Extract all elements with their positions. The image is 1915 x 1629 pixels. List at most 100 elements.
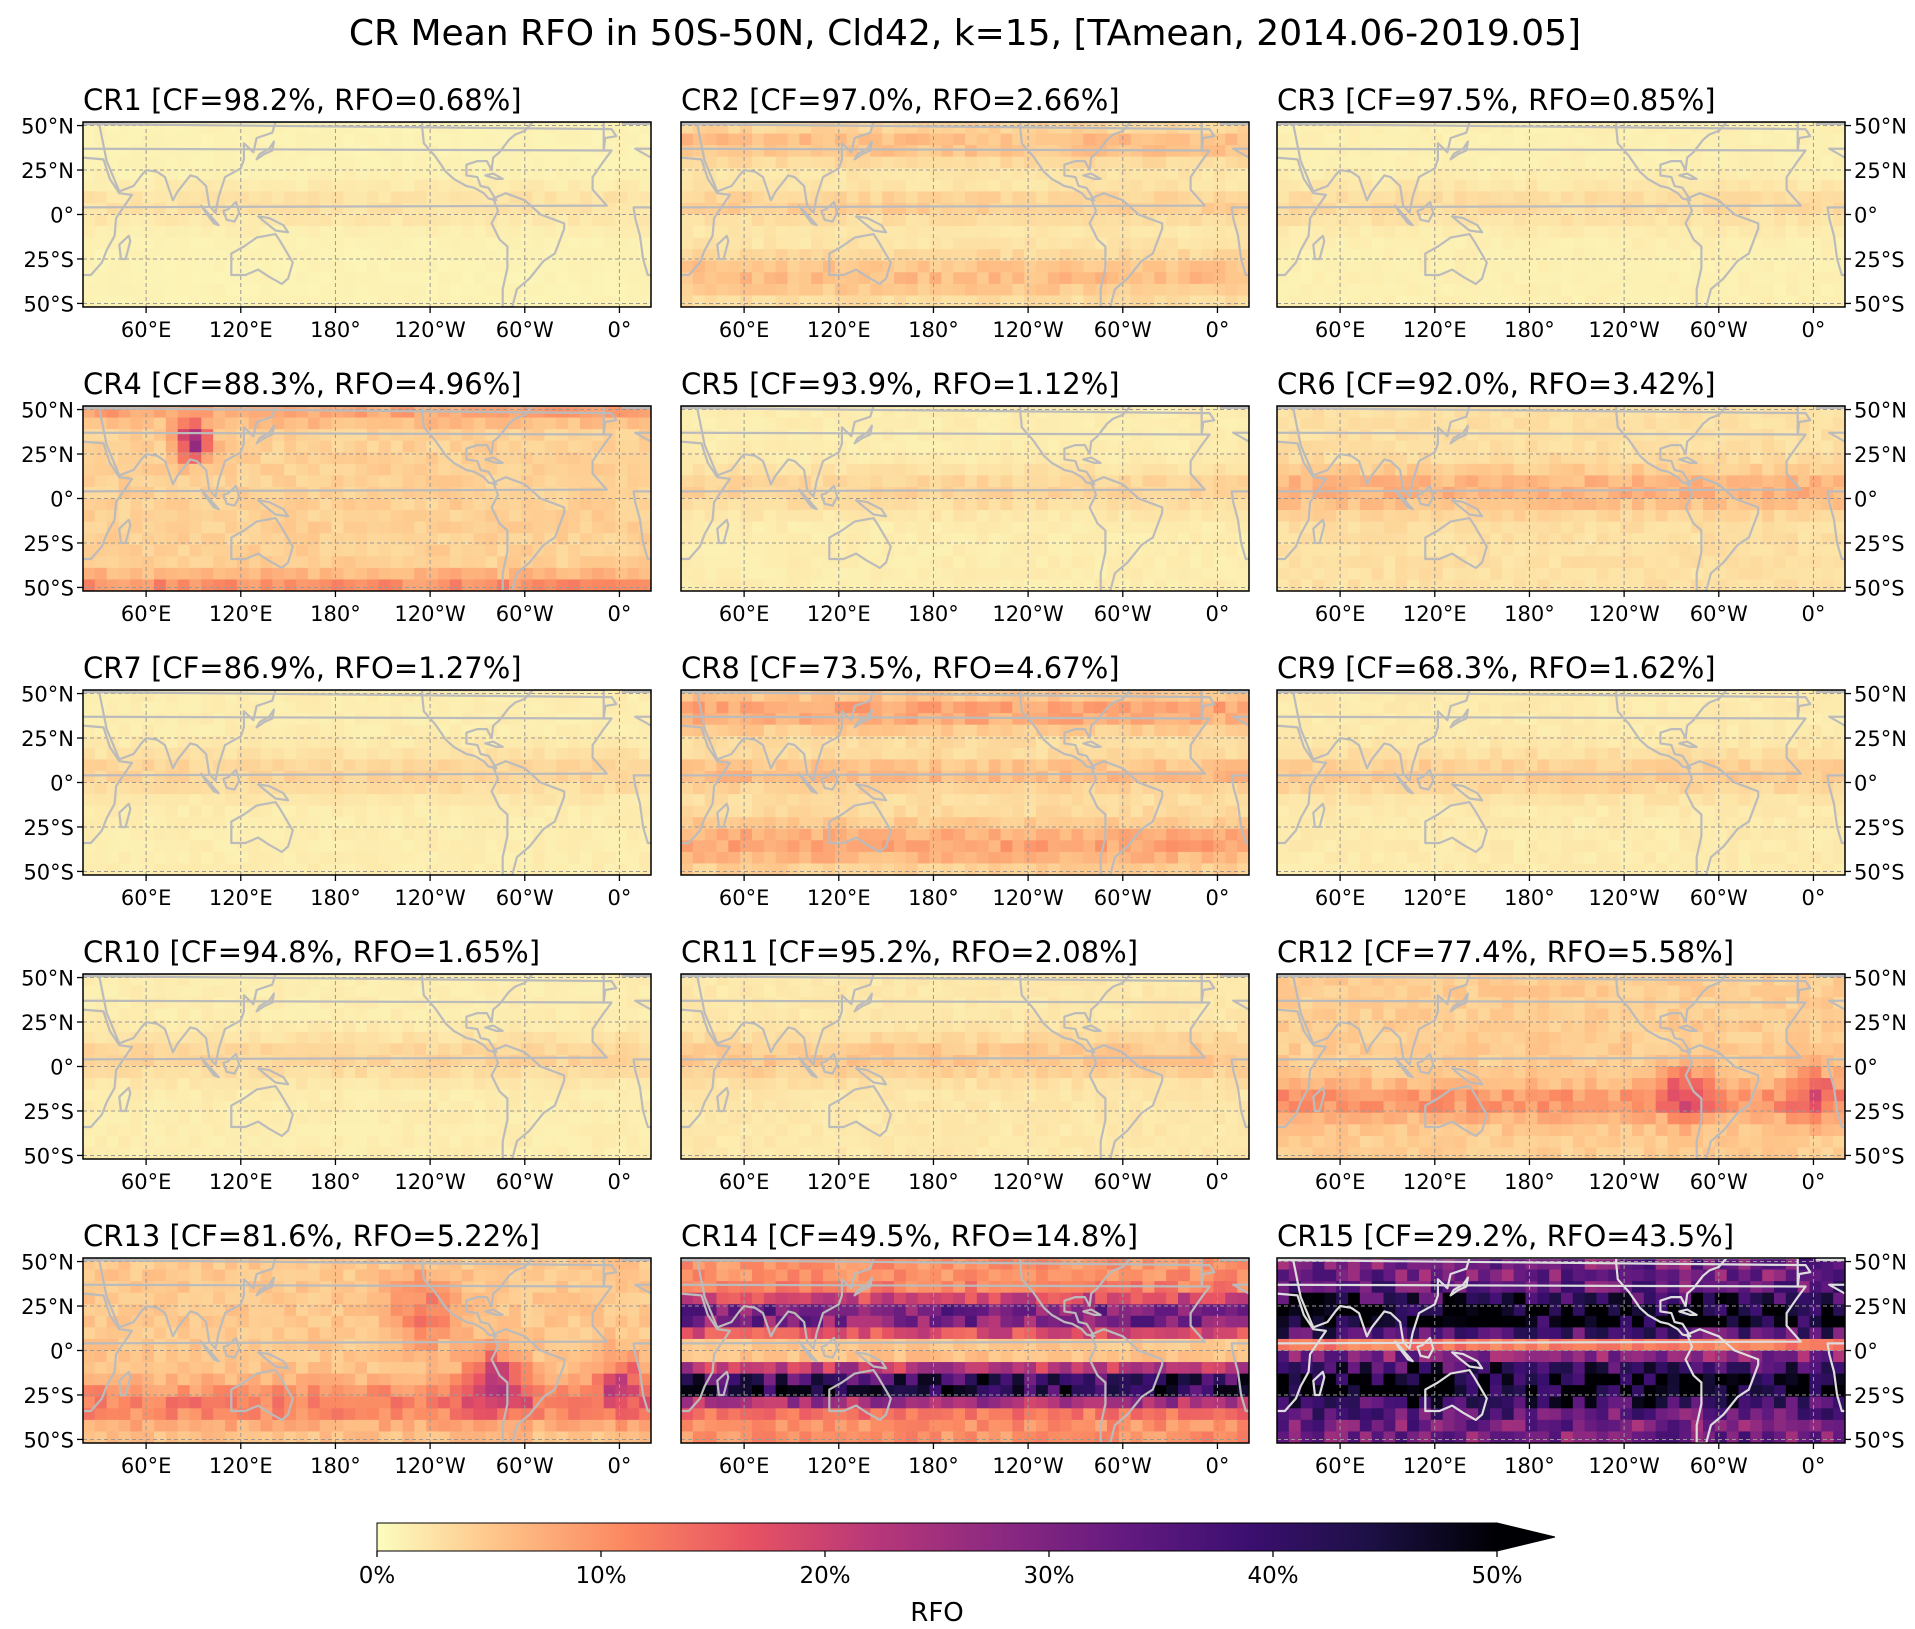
heatmap-cell: [1312, 486, 1325, 500]
heatmap-cell: [449, 521, 463, 534]
heatmap-cell: [1277, 486, 1290, 500]
heatmap-cell: [941, 567, 954, 581]
heatmap-cell: [307, 295, 321, 307]
heatmap-cell: [1288, 417, 1302, 430]
heatmap-cell: [1703, 533, 1716, 546]
heatmap-cell: [509, 226, 522, 239]
heatmap-cell: [905, 272, 919, 285]
heatmap-cell: [627, 237, 640, 250]
heatmap-cell: [1288, 556, 1302, 569]
heatmap-cell: [1584, 168, 1598, 181]
heatmap-cell: [1395, 226, 1408, 239]
heatmap-cell: [965, 283, 978, 297]
heatmap-cell: [1714, 226, 1728, 239]
heatmap-cell: [532, 226, 546, 239]
heatmap-cell: [1178, 283, 1191, 297]
heatmap-cell: [1213, 145, 1226, 158]
heatmap-cell: [1142, 226, 1155, 239]
heatmap-cell: [1237, 214, 1249, 227]
heatmap-cell: [1572, 498, 1586, 511]
heatmap-cell: [236, 122, 250, 135]
heatmap-cell: [1466, 579, 1479, 591]
x-tick-label: 60°E: [719, 318, 770, 342]
heatmap-cell: [1225, 237, 1238, 250]
heatmap-cell: [740, 191, 753, 204]
heatmap-cell: [142, 417, 155, 430]
heatmap-cell: [763, 567, 777, 581]
heatmap-cell: [787, 133, 800, 146]
heatmap-cell: [1549, 429, 1562, 442]
coastline: [230, 233, 294, 285]
heatmap-cell: [532, 567, 546, 581]
heatmap-cell: [177, 544, 191, 557]
heatmap-cell: [83, 214, 96, 227]
heatmap-cell: [130, 567, 143, 581]
heatmap-cell: [846, 429, 860, 442]
heatmap-cell: [426, 179, 439, 192]
heatmap-cell: [1047, 272, 1061, 285]
heatmap-cell: [284, 486, 297, 500]
heatmap-cell: [953, 122, 966, 135]
heatmap-cell: [799, 260, 812, 273]
heatmap-cell: [189, 133, 202, 146]
heatmap-cell: [544, 510, 557, 523]
heatmap-cell: [1024, 417, 1037, 430]
heatmap-cell: [402, 417, 415, 430]
heatmap-cell: [1833, 417, 1845, 430]
heatmap-cell: [1750, 544, 1763, 557]
heatmap-cell: [296, 521, 309, 534]
heatmap-cell: [1012, 226, 1025, 239]
heatmap-cell: [704, 579, 718, 591]
heatmap-cell: [402, 463, 415, 476]
heatmap-cell: [639, 214, 651, 227]
heatmap-cell: [1324, 533, 1337, 546]
heatmap-cell: [681, 498, 694, 511]
heatmap-cell: [1643, 429, 1657, 442]
heatmap-cell: [319, 486, 333, 500]
heatmap-cell: [1750, 168, 1763, 181]
heatmap-cell: [402, 191, 415, 204]
heatmap-cell: [1359, 417, 1373, 430]
heatmap-cell: [355, 295, 368, 307]
x-tick-label: 120°W: [1588, 318, 1660, 342]
heatmap-cell: [681, 417, 694, 430]
coastline: [681, 431, 1211, 561]
heatmap-cell: [1596, 168, 1609, 181]
heatmap-cell: [1407, 260, 1420, 273]
heatmap-cell: [248, 191, 262, 204]
heatmap-cell: [260, 295, 273, 307]
heatmap-cell: [1178, 295, 1191, 307]
heatmap-cell: [165, 202, 179, 216]
heatmap-cell: [177, 498, 191, 511]
heatmap-cell: [603, 272, 617, 285]
heatmap-cell: [1797, 498, 1811, 511]
panel-title: CR6 [CF=92.0%, RFO=3.42%]: [1277, 367, 1716, 401]
heatmap-cell: [905, 533, 919, 546]
heatmap-cell: [1300, 283, 1314, 297]
heatmap-cell: [1501, 249, 1515, 262]
heatmap-cell: [1442, 122, 1456, 135]
heatmap-cell: [846, 295, 860, 307]
heatmap-cell: [177, 295, 191, 307]
heatmap-cell: [1166, 133, 1179, 146]
heatmap-cell: [1024, 440, 1037, 453]
heatmap-cell: [520, 168, 534, 181]
heatmap-cell: [1525, 429, 1538, 442]
heatmap-cell: [1525, 498, 1538, 511]
heatmap-cell: [1324, 417, 1337, 430]
heatmap-cell: [284, 179, 297, 192]
heatmap-cell: [201, 533, 214, 546]
heatmap-cell: [1762, 567, 1775, 581]
heatmap-cell: [1225, 168, 1238, 181]
heatmap-cell: [627, 179, 640, 192]
heatmap-cell: [284, 168, 297, 181]
heatmap-cell: [331, 295, 344, 307]
heatmap-cell: [1419, 283, 1432, 297]
heatmap-cell: [953, 429, 966, 442]
heatmap-cell: [307, 191, 321, 204]
heatmap-cell: [846, 510, 860, 523]
heatmap-cell: [752, 440, 765, 453]
heatmap-cell: [130, 214, 143, 227]
heatmap-cell: [296, 475, 309, 488]
heatmap-field: [1277, 406, 1845, 591]
